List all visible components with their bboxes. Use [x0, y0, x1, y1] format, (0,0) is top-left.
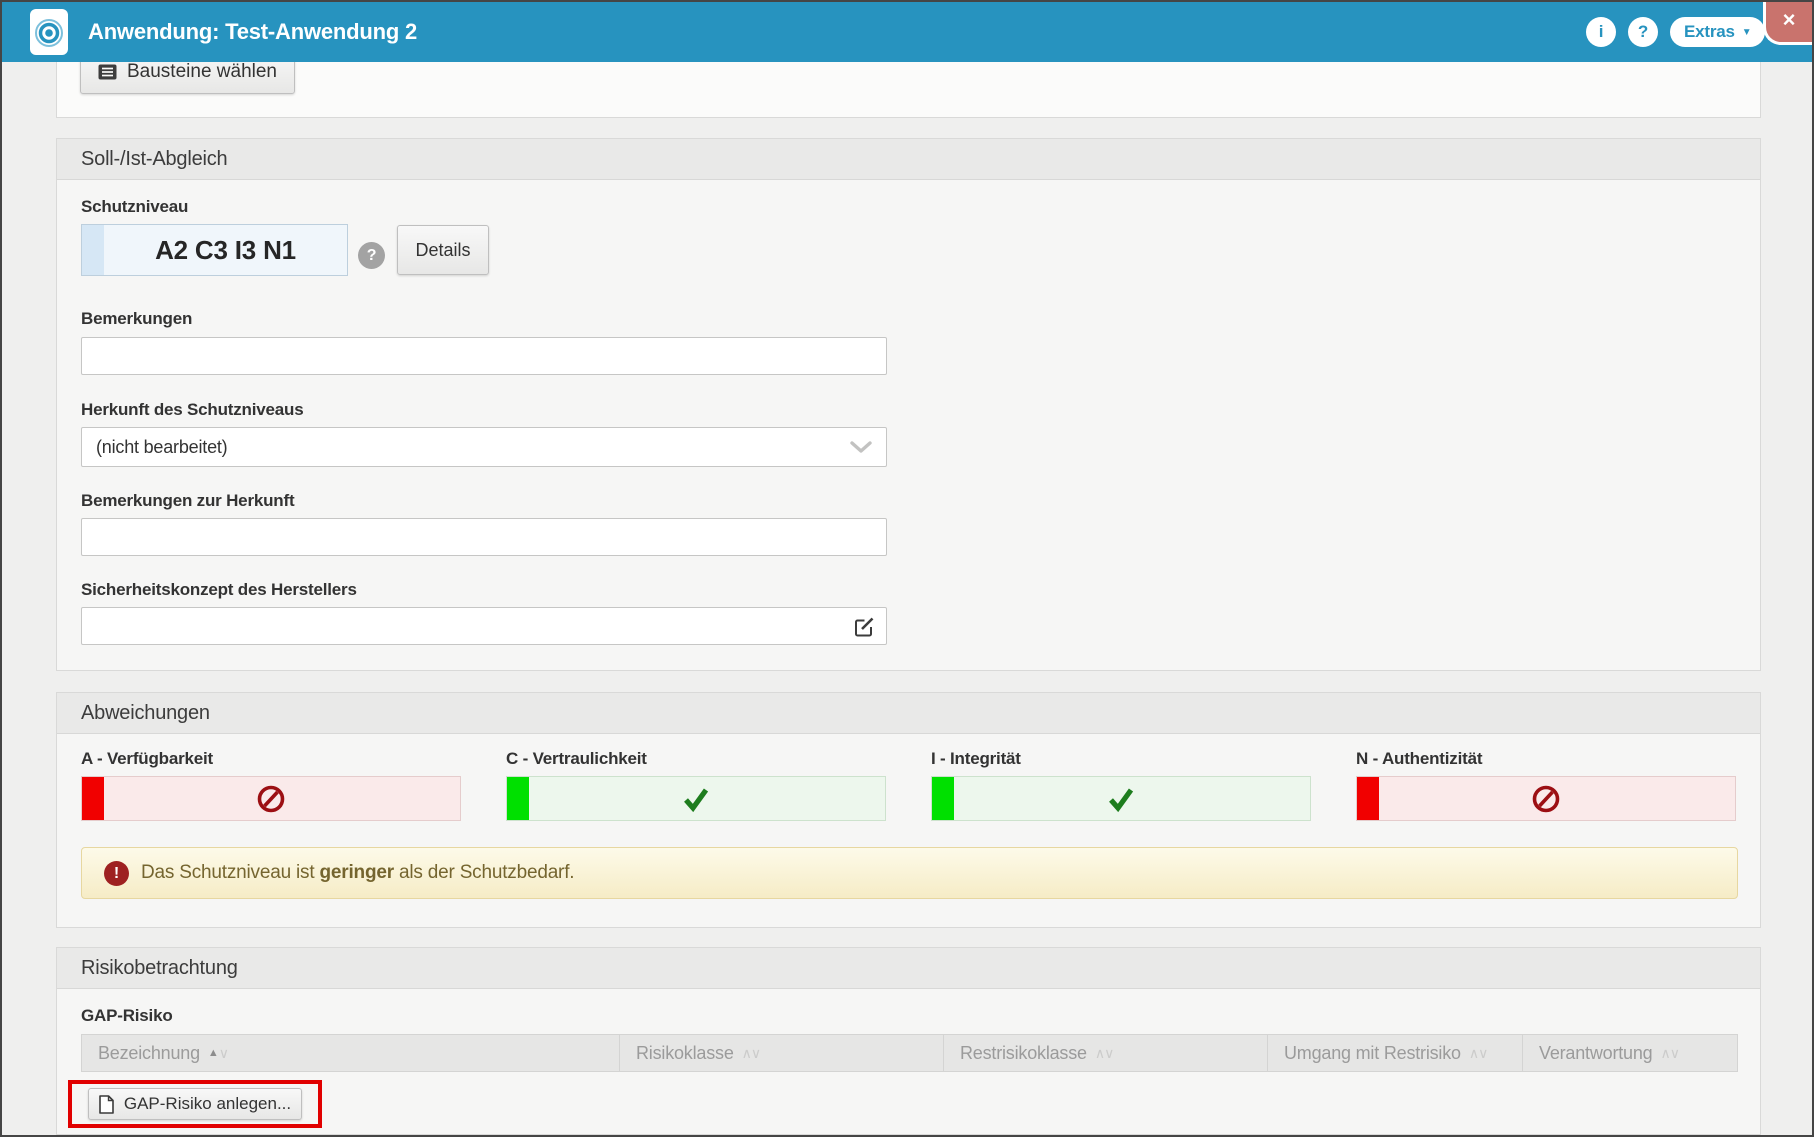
annotation-highlight-box: GAP-Risiko anlegen... — [68, 1080, 322, 1128]
list-icon — [98, 64, 117, 80]
status-stripe — [932, 777, 954, 820]
schutzniveau-value-box: A2 C3 I3 N1 — [81, 224, 348, 276]
title-bar: Anwendung: Test-Anwendung 2 i ? Extras ▼ — [2, 2, 1812, 62]
schutzniveau-level-stripe — [82, 225, 104, 275]
chevron-down-icon: ▼ — [1741, 26, 1752, 38]
herkunft-selected-value: (nicht bearbeitet) — [96, 436, 228, 457]
status-bar-integritaet — [931, 776, 1311, 821]
warning-message: ! Das Schutzniveau ist geringer als der … — [81, 847, 1738, 899]
abweichung-label: C - Vertraulichkeit — [506, 749, 647, 768]
sort-desc-icon: ∨ — [1478, 1044, 1488, 1061]
herkunft-select[interactable]: (nicht bearbeitet) — [81, 427, 887, 467]
risikobetrachtung-panel: Risikobetrachtung GAP-Risiko Bezeichnung… — [56, 947, 1761, 1135]
abweichung-label: I - Integrität — [931, 749, 1021, 768]
column-header-risikoklasse[interactable]: Risikoklasse ∧ ∨ — [620, 1035, 944, 1071]
sort-desc-icon: ∨ — [1104, 1044, 1114, 1061]
help-button[interactable]: ? — [1628, 17, 1658, 47]
abweichung-vertraulichkeit: C - Vertraulichkeit — [506, 749, 886, 821]
app-logo-icon — [30, 9, 68, 55]
gap-risiko-label: GAP-Risiko — [81, 1006, 173, 1025]
extras-label: Extras — [1684, 22, 1735, 41]
sort-asc-icon: ∧ — [1468, 1044, 1479, 1061]
abweichung-label: A - Verfügbarkeit — [81, 749, 214, 768]
warning-icon: ! — [104, 860, 129, 886]
bemerkungen-label: Bemerkungen — [81, 309, 193, 328]
schutzniveau-help-icon[interactable]: ? — [358, 242, 385, 269]
check-icon — [684, 787, 709, 812]
status-bar-vertraulichkeit — [506, 776, 886, 821]
abweichung-authentizitaet: N - Authentizität — [1356, 749, 1736, 821]
chevron-down-icon — [850, 441, 872, 453]
column-header-bezeichnung[interactable]: Bezeichnung ▲ ∨ — [82, 1035, 620, 1071]
sicherheitskonzept-input[interactable] — [81, 607, 887, 645]
check-icon — [1109, 787, 1134, 812]
sort-asc-active-icon: ▲ — [207, 1047, 219, 1059]
blocked-icon — [1532, 785, 1560, 812]
bausteine-waehlen-label: Bausteine wählen — [127, 61, 277, 82]
sort-asc-icon: ∧ — [741, 1044, 752, 1061]
status-stripe — [507, 777, 529, 820]
status-bar-verfuegbarkeit — [81, 776, 461, 821]
bemerkungen-input[interactable] — [81, 337, 887, 375]
section-title-risikobetrachtung: Risikobetrachtung — [57, 948, 1760, 989]
sort-desc-icon: ∨ — [218, 1044, 229, 1061]
abweichung-label: N - Authentizität — [1356, 749, 1483, 768]
bemerkungen-herkunft-label: Bemerkungen zur Herkunft — [81, 491, 295, 510]
bemerkungen-herkunft-input[interactable] — [81, 518, 887, 556]
status-stripe — [82, 777, 104, 820]
abweichung-verfuegbarkeit: A - Verfügbarkeit — [81, 749, 461, 821]
column-header-verantwortung[interactable]: Verantwortung ∧ ∨ — [1539, 1042, 1680, 1063]
abweichung-integritaet: I - Integrität — [931, 749, 1311, 821]
new-document-icon — [99, 1094, 114, 1114]
extras-dropdown-button[interactable]: Extras ▼ — [1670, 17, 1766, 47]
column-header-umgang-mit-restrisiko[interactable]: Umgang mit Restrisiko ∧ ∨ — [1268, 1035, 1523, 1071]
edit-icon[interactable] — [854, 616, 875, 637]
abweichungen-row: A - Verfügbarkeit C - Vertraulichkeit — [81, 749, 1738, 821]
sort-asc-icon: ∧ — [1660, 1044, 1670, 1061]
sort-desc-icon: ∨ — [1669, 1044, 1680, 1061]
herkunft-label: Herkunft des Schutzniveaus — [81, 400, 304, 419]
details-button[interactable]: Details — [397, 225, 489, 275]
sort-desc-icon: ∨ — [750, 1044, 761, 1061]
page-title: Anwendung: Test-Anwendung 2 — [88, 19, 418, 44]
sort-asc-icon: ∧ — [1094, 1044, 1105, 1061]
status-stripe — [1357, 777, 1379, 820]
schutzniveau-label: Schutzniveau — [81, 197, 189, 216]
close-button[interactable]: × — [1763, 2, 1812, 45]
blocked-icon — [257, 785, 285, 812]
soll-ist-abgleich-panel: Soll-/Ist-Abgleich Schutzniveau A2 C3 I3… — [56, 138, 1761, 671]
gap-risiko-anlegen-button[interactable]: GAP-Risiko anlegen... — [88, 1088, 302, 1120]
schutzniveau-value: A2 C3 I3 N1 — [155, 235, 296, 265]
sicherheitskonzept-label: Sicherheitskonzept des Herstellers — [81, 580, 357, 599]
gap-risiko-anlegen-label: GAP-Risiko anlegen... — [123, 1094, 292, 1113]
info-button[interactable]: i — [1586, 17, 1616, 47]
abweichungen-panel: Abweichungen A - Verfügbarkeit C - Vertr… — [56, 692, 1761, 928]
status-bar-authentizitaet — [1356, 776, 1736, 821]
section-title-soll-ist: Soll-/Ist-Abgleich — [57, 139, 1760, 180]
gap-risiko-table-header: Bezeichnung ▲ ∨ Risikoklasse ∧ ∨ Restrisik… — [81, 1034, 1738, 1072]
column-header-restrisikoklasse[interactable]: Restrisikoklasse ∧ ∨ — [944, 1035, 1268, 1071]
section-title-abweichungen: Abweichungen — [57, 693, 1760, 734]
warning-text: Das Schutzniveau ist geringer als der Sc… — [141, 862, 575, 883]
